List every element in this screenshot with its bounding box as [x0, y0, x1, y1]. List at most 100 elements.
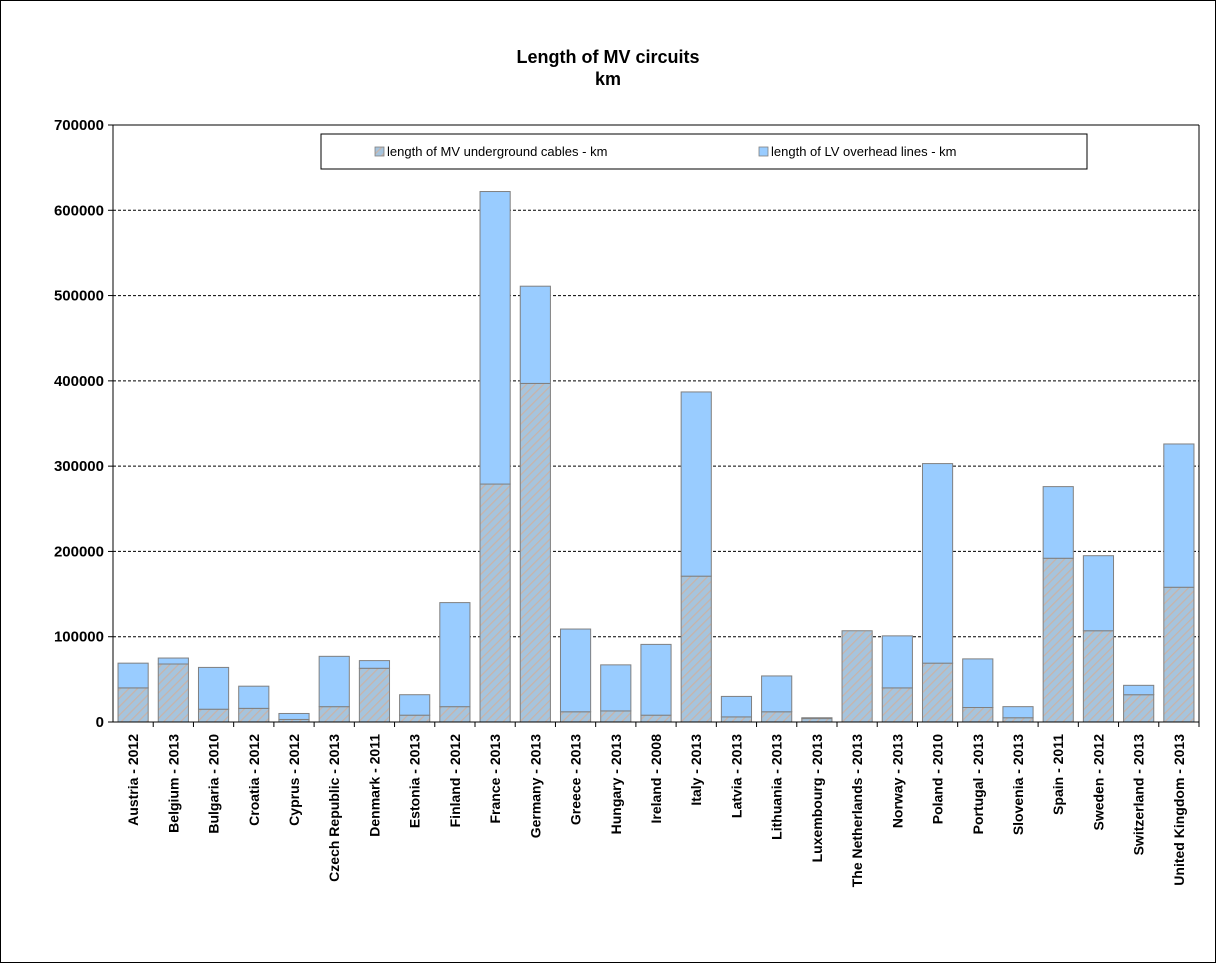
x-tick-label: Finland - 2012 [447, 734, 463, 828]
bar-overhead-lines [197, 666, 230, 710]
chart-subtitle: km [595, 69, 621, 89]
x-tick-label: Belgium - 2013 [165, 734, 181, 833]
bar-underground-cables [479, 483, 511, 723]
bar-underground-cables [117, 687, 149, 723]
x-tick-label: Denmark - 2011 [366, 734, 382, 837]
bar-overhead-lines [358, 660, 391, 669]
bar-overhead-lines [278, 712, 310, 720]
bars [117, 191, 1195, 723]
x-tick-label: Estonia - 2013 [407, 734, 423, 828]
bar-overhead-lines [559, 628, 592, 713]
bar-overhead-lines [238, 685, 270, 709]
bar-underground-cables [399, 714, 431, 723]
bar-underground-cables [640, 714, 672, 723]
legend-swatch-overhead [758, 146, 769, 157]
x-tick-label: United Kingdom - 2013 [1171, 734, 1187, 886]
bar-overhead-lines [1042, 486, 1074, 559]
x-tick-label: Lithuania - 2013 [769, 734, 785, 840]
x-tick-label: Portugal - 2013 [970, 734, 986, 835]
bar-overhead-lines [399, 694, 431, 716]
legend: length of MV underground cables - km len… [320, 133, 1088, 170]
bar-underground-cables [318, 706, 350, 723]
chart-title: Length of MV circuits [516, 47, 699, 67]
y-tick-label: 200000 [54, 543, 104, 560]
x-tick-label: Cyprus - 2012 [286, 734, 302, 826]
bar-overhead-lines [318, 655, 350, 708]
bar-underground-cables [1042, 557, 1074, 723]
bar-overhead-lines [519, 285, 551, 384]
x-tick-label: France - 2013 [487, 734, 503, 824]
legend-box [320, 133, 1088, 170]
bar-overhead-lines [479, 191, 511, 485]
bar-overhead-lines [720, 695, 753, 718]
bar-overhead-lines [1082, 555, 1115, 632]
x-tick-label: Norway - 2013 [889, 734, 905, 828]
y-tick-label: 100000 [54, 629, 104, 646]
bar-underground-cables [1123, 694, 1155, 723]
bar-underground-cables [1163, 586, 1195, 723]
bar-underground-cables [238, 707, 270, 723]
bar-overhead-lines [1163, 443, 1195, 588]
bar-underground-cables [761, 711, 793, 723]
bar-underground-cables [680, 575, 712, 723]
bar-underground-cables [1082, 630, 1115, 723]
bar-underground-cables [559, 711, 592, 723]
bar-underground-cables [157, 663, 189, 723]
bar-overhead-lines [680, 391, 712, 577]
bar-overhead-lines [600, 664, 632, 712]
bar-overhead-lines [439, 602, 471, 708]
y-tick-label: 500000 [54, 288, 104, 305]
x-tick-label: Luxembourg - 2013 [809, 734, 825, 863]
x-tick-label: Sweden - 2012 [1090, 734, 1106, 831]
bar-overhead-lines [1002, 706, 1034, 719]
x-tick-label: Italy - 2013 [688, 734, 704, 806]
y-tick-label: 600000 [54, 202, 104, 219]
bar-underground-cables [921, 662, 954, 723]
x-tick-label: Hungary - 2013 [608, 734, 624, 835]
bar-overhead-lines [881, 635, 913, 689]
gridlines [113, 124, 1199, 638]
x-tick-label: Czech Republic - 2013 [326, 734, 342, 882]
bar-overhead-lines [1123, 684, 1155, 696]
legend-swatch-underground [374, 146, 385, 157]
x-tick-label: Bulgaria - 2010 [206, 734, 222, 834]
x-tick-label: Switzerland - 2013 [1131, 734, 1147, 856]
x-tick-label: Slovenia - 2013 [1010, 734, 1026, 835]
bar-underground-cables [519, 382, 551, 723]
bar-overhead-lines [962, 658, 994, 709]
bar-underground-cables [962, 707, 994, 723]
y-tick-label: 300000 [54, 458, 104, 475]
x-tick-labels: Austria - 2012 Belgium - 2013 Bulgaria - 2… [125, 734, 1187, 887]
bar-overhead-lines [117, 662, 149, 689]
y-tick-labels: 0 100000 200000 300000 400000 500000 600000 700… [54, 117, 104, 731]
x-tick-label: Croatia - 2012 [246, 734, 262, 826]
bar-overhead-lines [640, 643, 672, 716]
x-tick-label: Austria - 2012 [125, 734, 141, 826]
bar-underground-cables [197, 708, 230, 723]
bar-overhead-lines [801, 717, 833, 720]
x-tick-label: The Netherlands - 2013 [849, 734, 865, 887]
bar-underground-cables [801, 718, 833, 723]
x-tick-label: Greece - 2013 [568, 734, 584, 825]
bar-overhead-lines [157, 657, 189, 665]
legend-label-underground: length of MV underground cables - km [387, 144, 607, 159]
bar-underground-cables [881, 687, 913, 723]
bar-underground-cables [600, 710, 632, 723]
axes [108, 124, 1200, 727]
y-tick-label: 0 [96, 714, 104, 731]
y-tick-label: 400000 [54, 373, 104, 390]
y-tick-label: 700000 [54, 117, 104, 134]
bar-overhead-lines [761, 675, 793, 713]
bar-underground-cables [841, 630, 873, 723]
x-tick-label: Germany - 2013 [527, 734, 543, 838]
bar-underground-cables [358, 667, 391, 723]
x-tick-label: Poland - 2010 [930, 734, 946, 824]
bar-overhead-lines [921, 463, 954, 664]
bar-underground-cables [439, 706, 471, 723]
x-tick-label: Ireland - 2008 [648, 734, 664, 824]
bar-underground-cables [1002, 717, 1034, 723]
x-tick-label: Spain - 2011 [1050, 734, 1066, 815]
legend-label-overhead: length of LV overhead lines - km [771, 144, 956, 159]
